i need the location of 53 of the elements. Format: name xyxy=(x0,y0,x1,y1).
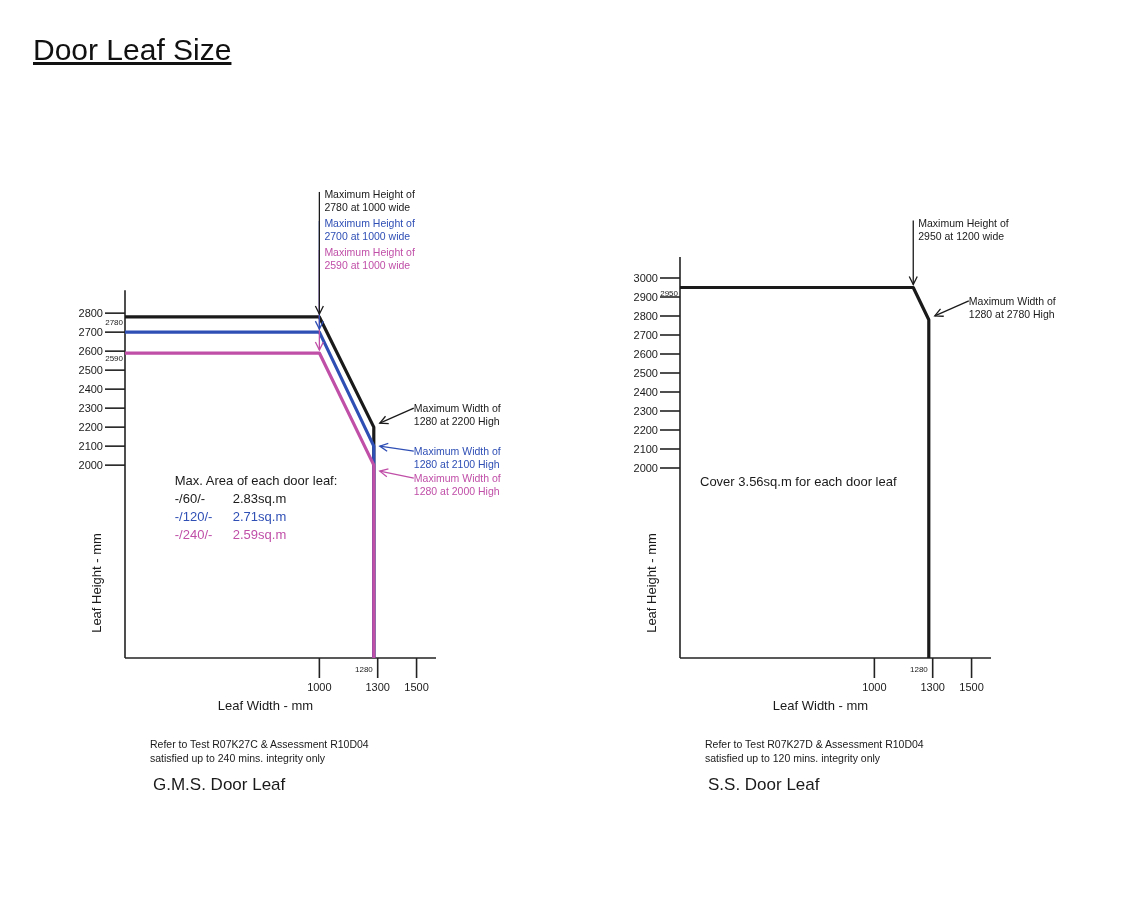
y-tick-label: 2400 xyxy=(78,383,103,396)
y-tick-label: 2800 xyxy=(78,307,103,320)
y-axis-title: Leaf Height - mm xyxy=(644,533,659,633)
y-tick-label: 2200 xyxy=(78,421,103,434)
text: Refer to Test R07K27C & Assessment R10D04 satisfied up to 240 mins. integrity only xyxy=(150,738,369,764)
text: -/240/- 2.59sq.m xyxy=(174,527,287,543)
annotation: Maximum Width of 1280 at 2780 High xyxy=(968,294,1056,320)
y-tick-label: 3000 xyxy=(633,272,658,284)
x-axis-title: Leaf Width - mm xyxy=(217,698,314,713)
x-tick-label: 1500 xyxy=(959,681,984,693)
chart-title: Door Leaf Size xyxy=(33,33,232,66)
x-tick-label: 1500 xyxy=(404,681,429,693)
annotation: 2950 xyxy=(660,288,679,298)
y-tick-label: 2100 xyxy=(633,443,658,455)
annotation: 1280 xyxy=(355,665,374,674)
legend-title: Max. Area of each door leaf: xyxy=(174,473,338,489)
y-tick-label: 2700 xyxy=(78,326,103,339)
y-tick-label: 2100 xyxy=(78,440,103,453)
annotation: Maximum Width of 1280 at 2200 High xyxy=(413,402,501,428)
annotation: Maximum Width of 1280 at 2100 High xyxy=(413,445,501,471)
y-tick-label: 2600 xyxy=(633,348,658,360)
annotation: Maximum Height of 2590 at 1000 wide xyxy=(324,245,415,271)
y-axis-title: Leaf Height - mm xyxy=(89,533,104,633)
annotation: 1280 xyxy=(910,665,929,674)
text: Refer to Test R07K27D & Assessment R10D04 satisfied up to 120 mins. integrity only xyxy=(705,738,924,764)
x-tick-label: 1000 xyxy=(862,681,887,693)
annotation: 2780 xyxy=(105,317,124,327)
annotation: Maximum Height of 2700 at 1000 wide xyxy=(324,216,415,242)
text: G.M.S. Door Leaf xyxy=(153,775,286,794)
y-tick-label: 2200 xyxy=(633,424,658,436)
y-tick-label: 2500 xyxy=(78,364,103,377)
text: -/60/- 2.83sq.m xyxy=(174,491,287,507)
text: S.S. Door Leaf xyxy=(708,775,820,794)
x-tick-label: 1300 xyxy=(920,681,945,693)
x-tick-label: 1300 xyxy=(365,681,390,693)
y-tick-label: 2800 xyxy=(633,310,658,322)
y-tick-label: 2300 xyxy=(78,402,103,415)
text: -/120/- 2.71sq.m xyxy=(174,509,287,525)
y-tick-label: 2500 xyxy=(633,367,658,379)
annotation: 2590 xyxy=(105,354,124,364)
y-tick-label: 2400 xyxy=(633,386,658,398)
y-tick-label: 2000 xyxy=(633,462,658,474)
annotation: Maximum Height of 2780 at 1000 wide xyxy=(324,187,415,213)
annotation: Maximum Width of 1280 at 2000 High xyxy=(413,472,501,498)
y-tick-label: 2600 xyxy=(78,345,103,358)
y-tick-label: 2900 xyxy=(633,291,658,303)
y-tick-label: 2700 xyxy=(633,329,658,341)
x-tick-label: 1000 xyxy=(307,681,332,693)
y-tick-label: 2000 xyxy=(78,459,103,472)
x-axis-title: Leaf Width - mm xyxy=(772,698,869,713)
annotation: Cover 3.56sq.m for each door leaf xyxy=(700,474,897,489)
annotation: Maximum Height of 2950 at 1200 wide xyxy=(918,216,1009,242)
y-tick-label: 2300 xyxy=(633,405,658,417)
